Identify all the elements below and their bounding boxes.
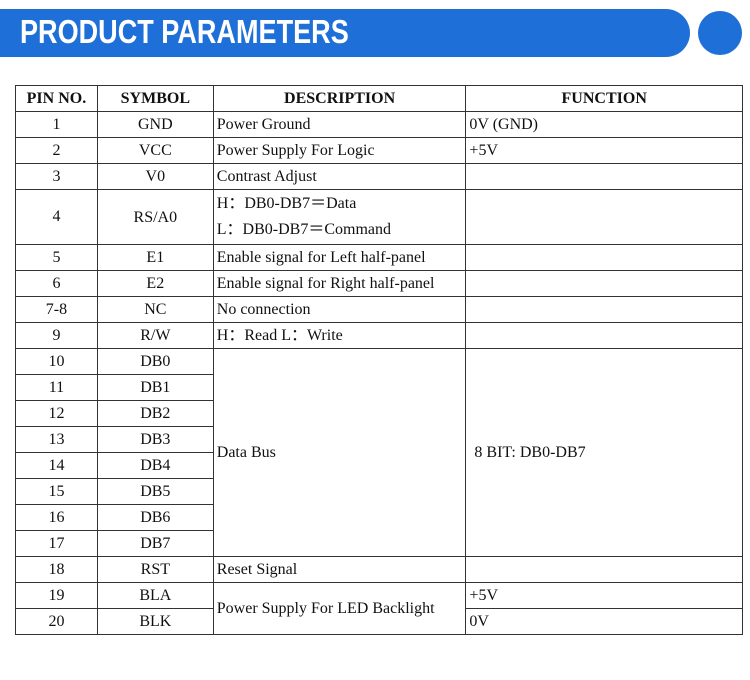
table-row: 7-8 NC No connection [15,296,743,323]
table-row: 4 RS/A0 H：DB0-DB7＝Data L：DB0-DB7＝Command [15,189,743,245]
description-line: H：DB0-DB7＝Data [216,195,357,212]
symbol: DB3 [96,426,214,453]
table-row: 18 RST Reset Signal [15,556,743,583]
pin: 9 [15,322,98,349]
decor-circle [698,11,742,55]
description: Enable signal for Left half-panel [212,244,467,271]
table-row: 12 DB2 [15,400,743,427]
description: Power Supply For Logic [212,137,467,164]
function: 0V [465,608,743,635]
table-row: 15 DB5 [15,478,743,505]
column-header: SYMBOL [96,85,214,112]
table-row: 13 DB3 [15,426,743,453]
pin: 10 [15,348,98,375]
symbol: DB2 [96,400,214,427]
table-row: 3 V0 Contrast Adjust [15,163,743,190]
symbol: GND [96,111,214,138]
title-banner: PRODUCT PARAMETERS [0,9,690,57]
description: No connection [212,296,467,323]
column-header: DESCRIPTION [212,85,467,112]
pin: 6 [15,270,98,297]
table-row: 11 DB1 [15,374,743,401]
function: +5V [465,582,743,609]
function [465,244,743,271]
table-row: 5 E1 Enable signal for Left half-panel [15,244,743,271]
pin: 20 [15,608,98,635]
function: 8 BIT: DB0-DB7 [465,348,743,557]
pin: 5 [15,244,98,271]
pin: 18 [15,556,98,583]
symbol: DB0 [96,348,214,375]
symbol: VCC [96,137,214,164]
symbol: R/W [96,322,214,349]
symbol: E2 [96,270,214,297]
description: Reset Signal [212,556,467,583]
table-row: 6 E2 Enable signal for Right half-panel [15,270,743,297]
symbol: DB4 [96,452,214,479]
symbol: RS/A0 [96,189,214,245]
symbol: DB1 [96,374,214,401]
column-header: PIN NO. [15,85,98,112]
pin: 1 [15,111,98,138]
table-row: 2 VCC Power Supply For Logic +5V [15,137,743,164]
function [465,270,743,297]
description: Data Bus [212,348,467,557]
table-row: 17 DB7 [15,530,743,557]
table-row: 16 DB6 [15,504,743,531]
title: PRODUCT PARAMETERS [20,13,349,50]
pin: 2 [15,137,98,164]
table-row: 1 GND Power Ground 0V (GND) [15,111,743,138]
table-row: 14 DB4 [15,452,743,479]
pin: 16 [15,504,98,531]
pin: 7-8 [15,296,98,323]
description: Power Supply For LED Backlight [212,582,467,635]
function [465,322,743,349]
pin: 19 [15,582,98,609]
pin: 4 [15,189,98,245]
table-row: 10 DB0 Data Bus 8 BIT: DB0-DB7 [15,348,743,557]
symbol: V0 [96,163,214,190]
pin: 14 [15,452,98,479]
pin: 11 [15,374,98,401]
description: Power Ground [212,111,467,138]
symbol: DB5 [96,478,214,505]
symbol: BLK [96,608,214,635]
column-header: FUNCTION [465,85,743,112]
symbol: BLA [96,582,214,609]
description-line: L：DB0-DB7＝Command [216,221,391,238]
parameter-table: PIN NO. SYMBOL DESCRIPTION FUNCTION 1 GND… [15,85,743,635]
function [465,189,743,245]
pin: 13 [15,426,98,453]
description: H：DB0-DB7＝Data L：DB0-DB7＝Command [212,189,467,245]
function [465,163,743,190]
table-row: 20 BLK 0V [15,608,743,635]
table-row: 19 BLA Power Supply For LED Backlight +5V [15,582,743,635]
symbol: DB6 [96,504,214,531]
description: H：Read L：Write [212,322,467,349]
function: 0V (GND) [465,111,743,138]
pin: 17 [15,530,98,557]
pin: 3 [15,163,98,190]
function: +5V [465,137,743,164]
symbol: DB7 [96,530,214,557]
function [465,556,743,583]
description: Enable signal for Right half-panel [212,270,467,297]
header-row: PIN NO. SYMBOL DESCRIPTION FUNCTION [15,85,743,112]
symbol: NC [96,296,214,323]
table-row: 9 R/W H：Read L：Write [15,322,743,349]
pin: 15 [15,478,98,505]
description: Contrast Adjust [212,163,467,190]
symbol: RST [96,556,214,583]
symbol: E1 [96,244,214,271]
pin: 12 [15,400,98,427]
function [465,296,743,323]
